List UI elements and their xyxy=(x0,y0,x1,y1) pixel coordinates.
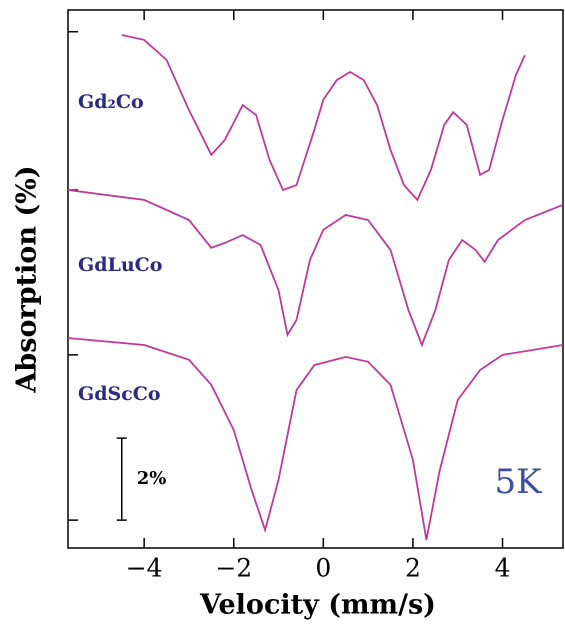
x-tick-label: 4 xyxy=(495,554,511,583)
x-tick-label: −2 xyxy=(215,554,252,583)
y-axis-label: Absorption (%) xyxy=(12,165,43,393)
fit-curve xyxy=(67,189,564,348)
x-tick-label: −4 xyxy=(126,554,163,583)
series-label: GdLuCo xyxy=(78,254,162,276)
series-label: Gd₂Co xyxy=(78,91,144,113)
series-label: GdScCo xyxy=(78,383,161,405)
scale-bar-label: 2% xyxy=(137,468,167,489)
x-axis-label: Velocity (mm/s) xyxy=(199,590,436,621)
fit-curve xyxy=(121,34,526,202)
x-tick-label: 2 xyxy=(405,554,421,583)
fit-curve xyxy=(67,337,564,540)
plot-frame xyxy=(67,9,564,549)
temperature-label: 5K xyxy=(494,462,542,502)
x-tick-label: 0 xyxy=(315,554,331,583)
